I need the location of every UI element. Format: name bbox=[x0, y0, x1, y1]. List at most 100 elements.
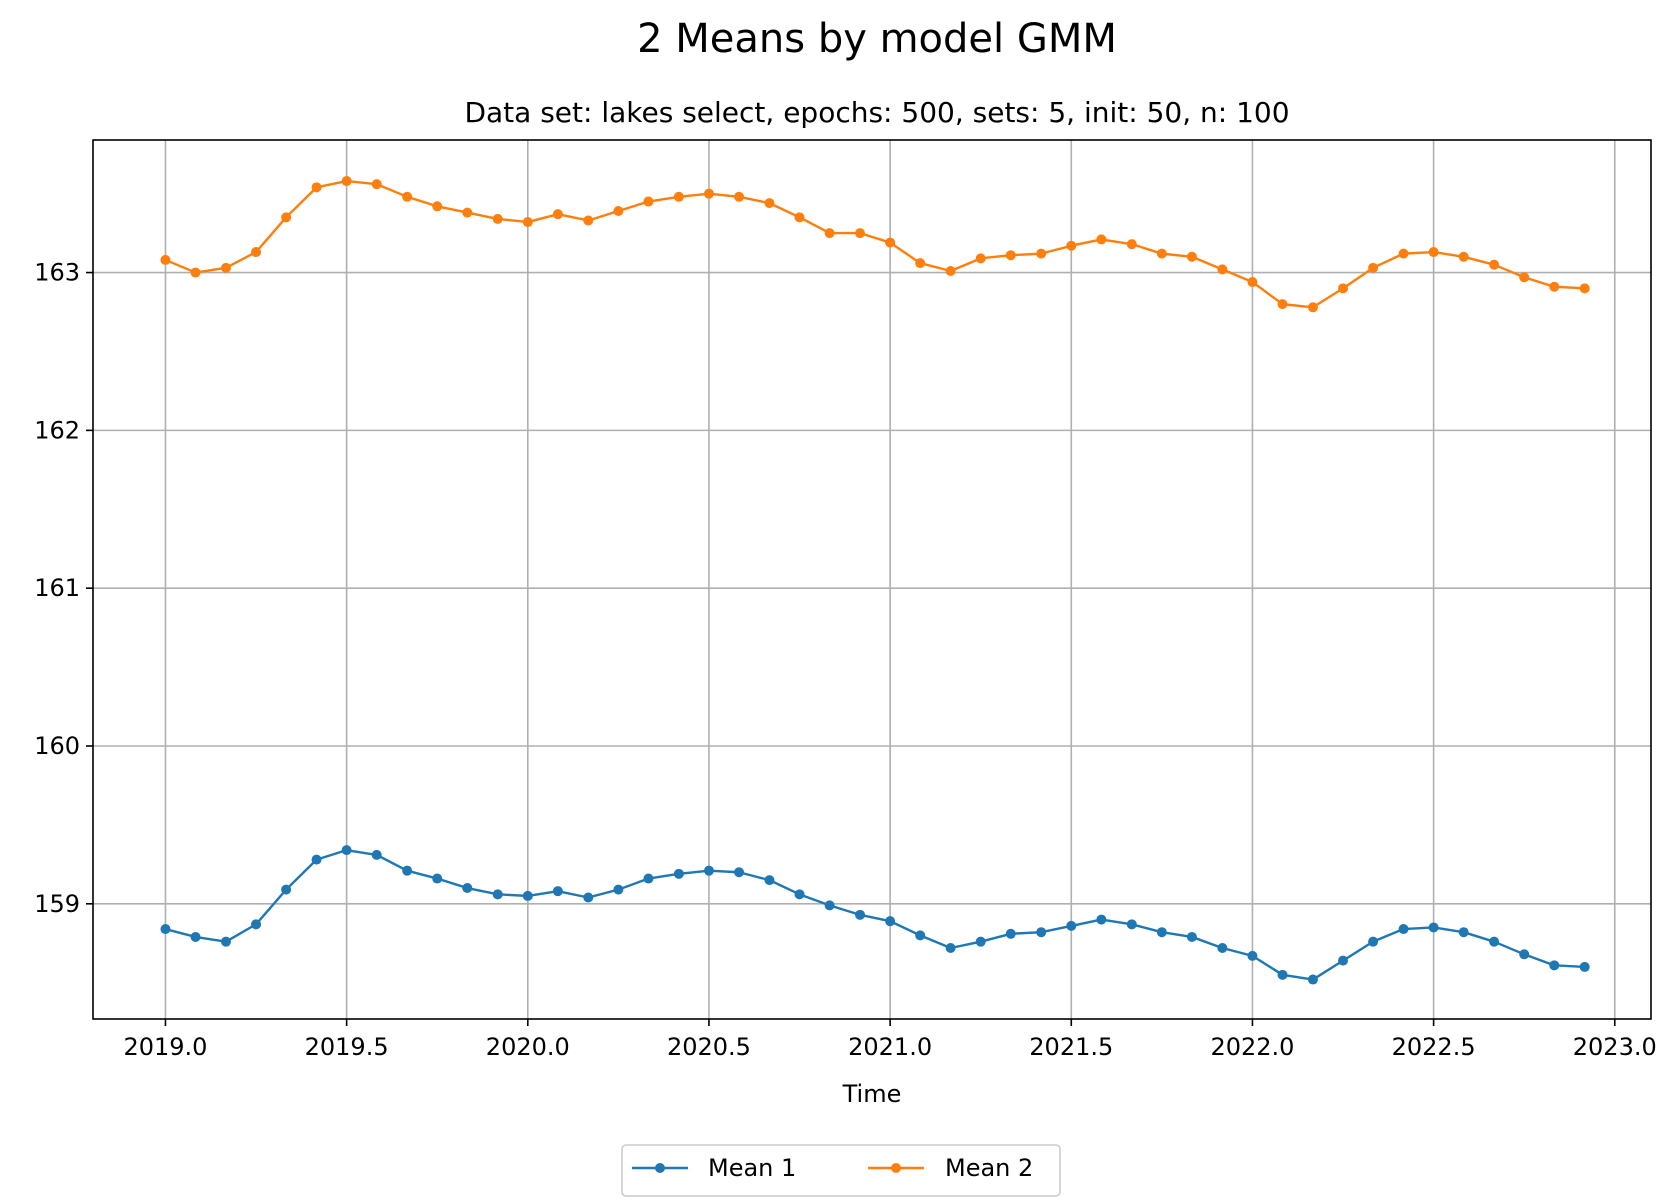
series-2 bbox=[160, 176, 1590, 313]
data-point bbox=[371, 849, 382, 860]
data-point bbox=[160, 254, 171, 265]
data-point bbox=[1066, 240, 1077, 251]
grid bbox=[93, 140, 1651, 1019]
data-point bbox=[462, 883, 473, 894]
data-point bbox=[613, 884, 624, 895]
series-lines bbox=[160, 176, 1590, 985]
data-point bbox=[492, 889, 503, 900]
data-point bbox=[1398, 924, 1409, 935]
data-point bbox=[251, 247, 262, 258]
x-tick-label: 2019.5 bbox=[305, 1033, 389, 1061]
data-point bbox=[1519, 272, 1530, 283]
data-point bbox=[824, 228, 835, 239]
data-point bbox=[764, 875, 775, 886]
data-point bbox=[1489, 936, 1500, 947]
data-point bbox=[1186, 251, 1197, 262]
data-point bbox=[1156, 927, 1167, 938]
data-point bbox=[1428, 922, 1439, 933]
data-point bbox=[1368, 262, 1379, 273]
legend-entry: Mean 2 bbox=[868, 1154, 1033, 1182]
data-point bbox=[764, 198, 775, 209]
data-point bbox=[1126, 239, 1137, 250]
data-point bbox=[794, 212, 805, 223]
data-point bbox=[734, 867, 745, 878]
x-axis: 2019.0 2019.5 2020.0 2020.5 2021.0 2021.5 2022… bbox=[123, 1019, 1657, 1061]
legend-marker bbox=[655, 1163, 665, 1173]
data-point bbox=[432, 873, 443, 884]
data-point bbox=[734, 191, 745, 202]
data-point bbox=[1338, 283, 1349, 294]
y-axis: 159 160 161 162 163 bbox=[34, 259, 93, 918]
data-point bbox=[1096, 914, 1107, 925]
x-tick-label: 2021.0 bbox=[848, 1033, 932, 1061]
chart-subtitle: Data set: lakes select, epochs: 500, set… bbox=[464, 96, 1289, 129]
data-point bbox=[1036, 248, 1047, 259]
series-line bbox=[165, 848, 1585, 981]
y-tick-label: 162 bbox=[34, 416, 80, 444]
data-point bbox=[583, 215, 594, 226]
data-point bbox=[824, 900, 835, 911]
data-point bbox=[311, 854, 322, 865]
y-tick-label: 159 bbox=[34, 890, 80, 918]
data-point bbox=[552, 209, 563, 220]
data-point bbox=[402, 191, 413, 202]
data-point bbox=[915, 258, 926, 269]
x-tick-label: 2020.5 bbox=[667, 1033, 751, 1061]
data-point bbox=[1036, 927, 1047, 938]
data-point bbox=[1549, 960, 1560, 971]
x-axis-label: Time bbox=[842, 1080, 902, 1108]
data-point bbox=[1579, 283, 1590, 294]
data-point bbox=[1307, 302, 1318, 313]
data-point bbox=[975, 253, 986, 264]
data-point bbox=[1428, 247, 1439, 258]
data-point bbox=[522, 890, 533, 901]
data-point bbox=[1458, 927, 1469, 938]
data-point bbox=[1368, 936, 1379, 947]
data-point bbox=[1579, 961, 1590, 972]
data-point bbox=[885, 916, 896, 927]
data-point bbox=[341, 176, 352, 187]
data-point bbox=[1247, 277, 1258, 288]
data-point bbox=[1247, 950, 1258, 961]
data-point bbox=[281, 884, 292, 895]
data-point bbox=[371, 179, 382, 190]
legend-label: Mean 1 bbox=[708, 1154, 796, 1182]
legend-label: Mean 2 bbox=[945, 1154, 1033, 1182]
data-point bbox=[251, 919, 262, 930]
data-point bbox=[160, 924, 171, 935]
chart-title: 2 Means by model GMM bbox=[637, 16, 1117, 62]
data-point bbox=[341, 845, 352, 856]
plot-frame bbox=[92, 139, 1652, 1020]
data-point bbox=[1156, 248, 1167, 259]
data-point bbox=[673, 868, 684, 879]
data-point bbox=[915, 930, 926, 941]
data-point bbox=[975, 936, 986, 947]
data-point bbox=[643, 196, 654, 207]
data-point bbox=[1338, 955, 1349, 966]
x-tick-label: 2020.0 bbox=[486, 1033, 570, 1061]
data-point bbox=[220, 936, 231, 947]
data-point bbox=[885, 237, 896, 248]
data-point bbox=[1398, 248, 1409, 259]
series-1 bbox=[160, 845, 1590, 985]
data-point bbox=[1217, 942, 1228, 953]
data-point bbox=[281, 212, 292, 223]
data-point bbox=[190, 931, 201, 942]
data-point bbox=[1096, 234, 1107, 245]
data-point bbox=[522, 217, 533, 228]
data-point bbox=[583, 892, 594, 903]
y-tick-label: 163 bbox=[34, 259, 80, 287]
data-point bbox=[1277, 299, 1288, 310]
data-point bbox=[945, 265, 956, 276]
data-point bbox=[1217, 264, 1228, 275]
data-point bbox=[462, 207, 473, 218]
data-point bbox=[220, 262, 231, 273]
data-point bbox=[794, 889, 805, 900]
data-point bbox=[1066, 920, 1077, 931]
data-point bbox=[703, 865, 714, 876]
data-point bbox=[1489, 259, 1500, 270]
data-point bbox=[643, 873, 654, 884]
data-point bbox=[1186, 931, 1197, 942]
x-tick-label: 2023.0 bbox=[1573, 1033, 1657, 1061]
data-point bbox=[190, 267, 201, 278]
